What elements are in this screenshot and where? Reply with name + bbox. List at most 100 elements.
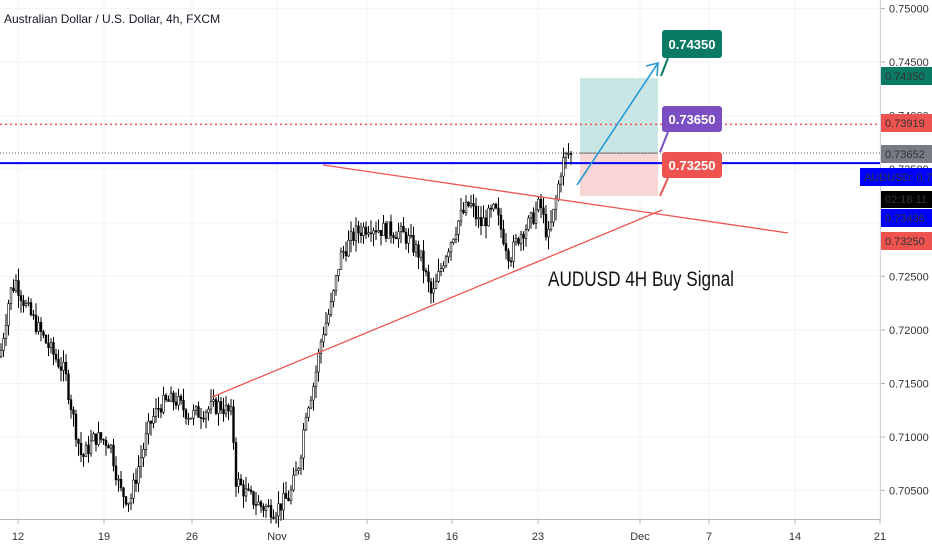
price-tags: 0.74350 0.73919 0.73652 AUDUSD: 0.73557 … [860, 67, 932, 250]
candle-body [137, 466, 140, 484]
candlestick-series[interactable] [0, 143, 573, 528]
candle-body [534, 209, 538, 224]
candle-body [434, 281, 438, 289]
candle-body [349, 231, 353, 241]
candle-body [442, 265, 445, 269]
candle-body [339, 251, 343, 270]
candle-body [12, 287, 15, 292]
candle-body [192, 409, 195, 419]
candle-body [289, 489, 293, 501]
time-tick-label: Nov [267, 531, 287, 543]
candle-body [384, 223, 388, 239]
target-callout[interactable]: 0.74350 [660, 30, 722, 77]
price-tick-label: 0.75000 [889, 4, 929, 16]
candle-body [379, 230, 383, 236]
price-axis[interactable]: 0.750000.745000.740000.735000.730000.725… [0, 4, 929, 498]
candle-body [14, 280, 18, 292]
candle-body [347, 239, 350, 257]
candle-body [454, 234, 458, 240]
candle-body [544, 214, 548, 238]
candle-body [322, 334, 325, 343]
candle-body [344, 251, 348, 257]
candle-body [74, 413, 78, 440]
candle-body [9, 287, 13, 304]
candle-body [92, 433, 95, 442]
candle-body [414, 244, 418, 253]
time-tick-label: 26 [186, 531, 198, 543]
candle-body [197, 406, 200, 418]
candle-body [107, 445, 110, 449]
arrow-head-icon [645, 61, 659, 77]
rising-trendline[interactable] [211, 209, 663, 398]
target-callout-pointer [660, 57, 669, 77]
candle-body [282, 493, 285, 511]
candle-body [222, 409, 225, 415]
candle-body [227, 404, 230, 412]
candle-body [324, 322, 328, 335]
candle-body [507, 250, 510, 262]
candle-body [29, 302, 33, 315]
stop-callout-text: 0.73250 [669, 158, 716, 173]
buy-signal-annotation[interactable]: AUDUSD 4H Buy Signal [548, 268, 734, 291]
candle-body [449, 242, 453, 253]
candle-body [229, 406, 233, 412]
candle-body [549, 221, 553, 230]
time-tick-label: 21 [874, 531, 886, 543]
candle-body [517, 238, 520, 244]
candle-body [354, 225, 358, 241]
candle-body [314, 371, 318, 387]
candle-body [467, 201, 470, 207]
candle-body [372, 230, 375, 235]
candle-body [279, 503, 283, 511]
falling-trendline[interactable] [322, 164, 789, 234]
candle-body [297, 468, 300, 471]
candle-body [319, 341, 323, 354]
candle-body [477, 217, 480, 220]
candle-body [147, 420, 150, 435]
target-zone [580, 78, 658, 154]
candle-body [237, 478, 240, 487]
entry-callout[interactable]: 0.73650 [659, 106, 722, 153]
candle-body [514, 238, 518, 243]
time-axis[interactable]: 12 19 26 Nov 9 16 23 Dec 7 14 21 [12, 0, 886, 543]
time-tick-label: 7 [706, 531, 712, 543]
candle-body [509, 260, 513, 263]
candle-body [47, 342, 50, 349]
candle-body [272, 517, 275, 519]
candle-body [129, 497, 133, 504]
candle-body [19, 295, 23, 301]
candle-body [312, 386, 315, 401]
candle-body [524, 229, 528, 239]
entry-callout-text: 0.73650 [669, 112, 716, 127]
candle-body [199, 417, 203, 419]
time-tick-label: 9 [364, 531, 370, 543]
candle-body [27, 302, 30, 304]
candle-body [42, 331, 45, 336]
candle-body [207, 408, 210, 413]
candle-body [219, 401, 223, 410]
candle-body [24, 303, 28, 306]
candle-body [37, 322, 40, 332]
candle-body [304, 416, 308, 431]
projection-arrow[interactable] [576, 62, 659, 186]
candle-body [252, 491, 255, 505]
candle-body [382, 223, 385, 236]
candle-body [62, 362, 65, 371]
candle-body [119, 478, 123, 489]
candle-body [169, 392, 173, 402]
candle-body [567, 153, 570, 155]
candle-body [144, 433, 148, 450]
candle-body [17, 280, 20, 296]
price-tick-label: 0.72000 [889, 325, 929, 337]
candle-body [497, 207, 500, 216]
tag-blue-bg [881, 209, 932, 227]
candle-body [0, 350, 3, 357]
chart-title: Australian Dollar / U.S. Dollar, 4h, FXC… [4, 12, 220, 26]
candle-body [362, 226, 365, 237]
candle-body [484, 217, 488, 227]
candle-body [232, 406, 235, 443]
time-tick-label: 16 [446, 531, 458, 543]
stop-callout[interactable]: 0.73250 [659, 152, 722, 197]
candle-body [52, 342, 55, 355]
candle-body [54, 354, 58, 360]
